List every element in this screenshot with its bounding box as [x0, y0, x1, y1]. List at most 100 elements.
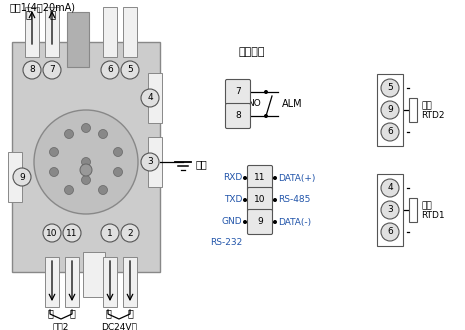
Text: RTD1: RTD1: [421, 212, 445, 220]
Text: 输出1(4～20mA): 输出1(4～20mA): [10, 2, 76, 12]
Circle shape: [34, 110, 138, 214]
Text: 10: 10: [254, 195, 266, 205]
Text: 6: 6: [387, 127, 393, 137]
Text: 9: 9: [257, 217, 263, 226]
Circle shape: [65, 129, 73, 139]
Circle shape: [264, 90, 268, 94]
Circle shape: [381, 223, 399, 241]
Bar: [123, 7, 137, 57]
Text: AC220V供电: AC220V供电: [96, 329, 142, 330]
Text: 4: 4: [387, 183, 393, 192]
Text: 6: 6: [107, 65, 113, 75]
Text: ALM: ALM: [282, 99, 303, 109]
Circle shape: [141, 153, 159, 171]
Circle shape: [49, 168, 59, 177]
Text: RS-485: RS-485: [278, 195, 310, 205]
Bar: [409, 98, 417, 122]
Text: 11: 11: [66, 228, 78, 238]
Bar: [45, 7, 59, 57]
Circle shape: [381, 79, 399, 97]
Text: －: －: [127, 308, 133, 318]
Bar: [65, 257, 79, 307]
Text: 输入: 输入: [421, 102, 432, 111]
Circle shape: [81, 123, 91, 133]
Text: 6: 6: [387, 227, 393, 237]
Text: ＋: ＋: [50, 9, 56, 19]
Text: 输入: 输入: [421, 202, 432, 211]
Circle shape: [63, 224, 81, 242]
Circle shape: [273, 198, 277, 202]
Circle shape: [13, 168, 31, 186]
Circle shape: [381, 179, 399, 197]
Text: 3: 3: [147, 157, 153, 167]
Text: NO: NO: [246, 100, 260, 109]
Circle shape: [81, 176, 91, 184]
Bar: [67, 12, 89, 67]
Bar: [25, 7, 39, 57]
Text: 11: 11: [254, 174, 266, 182]
Circle shape: [381, 201, 399, 219]
Text: RXD: RXD: [223, 174, 242, 182]
Text: 接地: 接地: [196, 159, 208, 169]
Circle shape: [121, 224, 139, 242]
Text: 4: 4: [147, 93, 153, 103]
Text: ＋: ＋: [47, 308, 53, 318]
FancyBboxPatch shape: [226, 104, 251, 128]
Circle shape: [243, 176, 247, 180]
Bar: [8, 152, 22, 202]
Circle shape: [99, 185, 107, 194]
Text: ＋: ＋: [105, 308, 111, 318]
Circle shape: [273, 220, 277, 224]
Circle shape: [65, 185, 73, 194]
Text: 2: 2: [127, 228, 133, 238]
Bar: [148, 137, 162, 187]
Bar: [377, 74, 403, 146]
FancyBboxPatch shape: [247, 187, 272, 213]
Text: GND: GND: [221, 217, 242, 226]
Text: 5: 5: [127, 65, 133, 75]
Text: 7: 7: [49, 65, 55, 75]
Text: －: －: [26, 9, 32, 19]
Circle shape: [381, 123, 399, 141]
Text: DATA(-): DATA(-): [278, 217, 311, 226]
Bar: [103, 257, 117, 307]
Text: 报警输出: 报警输出: [238, 47, 265, 57]
Circle shape: [49, 148, 59, 156]
FancyBboxPatch shape: [247, 210, 272, 235]
Circle shape: [243, 198, 247, 202]
FancyBboxPatch shape: [226, 80, 251, 105]
Circle shape: [264, 114, 268, 118]
Circle shape: [243, 220, 247, 224]
Bar: [148, 73, 162, 123]
Text: 10: 10: [46, 228, 58, 238]
Circle shape: [381, 101, 399, 119]
Text: 输出2: 输出2: [53, 322, 69, 330]
Text: 1: 1: [107, 228, 113, 238]
FancyBboxPatch shape: [247, 166, 272, 190]
Text: 9: 9: [387, 106, 393, 115]
Text: 8: 8: [29, 65, 35, 75]
Text: 8: 8: [235, 112, 241, 120]
Circle shape: [141, 89, 159, 107]
Text: DC24V或: DC24V或: [101, 322, 137, 330]
Circle shape: [23, 61, 41, 79]
Text: 3: 3: [387, 206, 393, 214]
Text: DATA(+): DATA(+): [278, 174, 315, 182]
Circle shape: [81, 157, 91, 167]
Circle shape: [43, 224, 61, 242]
Text: RS-232: RS-232: [210, 238, 242, 247]
Bar: [12, 42, 160, 272]
Circle shape: [113, 148, 122, 156]
Circle shape: [113, 168, 122, 177]
Text: RTD2: RTD2: [421, 112, 445, 120]
Circle shape: [43, 61, 61, 79]
Circle shape: [101, 61, 119, 79]
Bar: [123, 257, 137, 307]
Text: －: －: [69, 308, 75, 318]
Bar: [409, 198, 417, 222]
Circle shape: [101, 224, 119, 242]
Circle shape: [273, 176, 277, 180]
Text: 5: 5: [387, 83, 393, 92]
Bar: [377, 174, 403, 246]
Bar: [45, 257, 59, 307]
